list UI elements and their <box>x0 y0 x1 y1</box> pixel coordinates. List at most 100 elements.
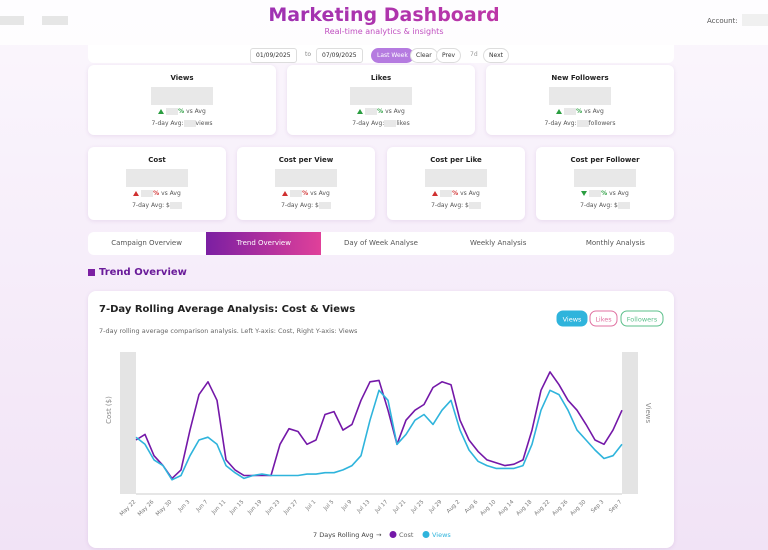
x-tick-label: Jul 29 <box>428 499 444 515</box>
placeholder <box>166 108 179 115</box>
legend-arrow: → <box>376 531 382 539</box>
metric-card: Views % vs Avg 7-day Avg: views <box>88 65 276 135</box>
avg-label: 7-day Avg: $ <box>132 202 170 209</box>
value-placeholder <box>126 169 188 187</box>
x-tick-label: Jul 17 <box>374 499 390 515</box>
pct: % <box>377 108 384 115</box>
x-tick-label: Jun 27 <box>282 499 300 517</box>
placeholder <box>617 202 630 209</box>
y-axis-label: Cost ($) <box>105 396 113 424</box>
account-label: Account: <box>707 17 738 25</box>
next-button[interactable]: Next <box>483 48 509 63</box>
x-tick-label: Aug 18 <box>515 499 533 517</box>
legend-marker <box>389 531 397 538</box>
placeholder <box>183 120 196 127</box>
x-tick-label: Sep 7 <box>608 499 624 515</box>
arrow <box>357 109 364 114</box>
pct: % <box>452 190 459 197</box>
pct: % <box>178 108 185 115</box>
arrow <box>581 191 588 196</box>
x-tick-label: May 30 <box>155 499 174 518</box>
tab[interactable]: Trend Overview <box>206 232 322 255</box>
arrow <box>133 191 140 196</box>
legend-label: Cost <box>399 531 414 539</box>
placeholder <box>169 202 182 209</box>
x-tick-label: Jul 1 <box>304 499 317 512</box>
toggle-button[interactable] <box>589 310 618 327</box>
date-input[interactable]: 07/09/2025 <box>316 48 363 63</box>
avg-label: 7-day Avg: <box>151 120 184 127</box>
y2-axis-label: Views <box>644 403 652 424</box>
tab[interactable]: Weekly Analysis <box>470 239 527 247</box>
placeholder <box>42 16 68 25</box>
avg-unit: followers <box>588 120 616 127</box>
subtitle: Real-time analytics & insights <box>324 27 444 36</box>
days-label: 7d <box>470 51 478 58</box>
avg-unit: views <box>195 120 213 127</box>
placeholder <box>576 120 589 127</box>
last-week-button[interactable]: Last Week <box>371 48 414 63</box>
x-tick-label: Jul 13 <box>356 499 372 515</box>
x-tick-label: Aug 22 <box>533 499 551 517</box>
metric-card: New Followers % vs Avg 7-day Avg: followe… <box>486 65 674 135</box>
value-placeholder <box>350 87 412 105</box>
tab[interactable]: Campaign Overview <box>111 239 182 247</box>
toggle-button[interactable] <box>620 310 664 327</box>
vs-avg: vs Avg <box>385 108 405 115</box>
avg-label: 7-day Avg: <box>544 120 577 127</box>
legend-marker <box>422 531 430 538</box>
x-tick-label: Sep 3 <box>590 499 606 515</box>
vs-avg: vs Avg <box>161 190 181 197</box>
avg-label: 7-day Avg: $ <box>281 202 319 209</box>
x-tick-label: Jul 21 <box>392 499 408 515</box>
placeholder <box>384 120 397 127</box>
x-tick-label: Jul 9 <box>340 499 354 513</box>
x-tick-label: May 26 <box>137 499 156 518</box>
x-tick-label: Jun 11 <box>210 499 227 516</box>
line-series <box>135 371 623 480</box>
cost-card: Cost per View % vs Avg 7-day Avg: $ <box>237 147 375 220</box>
y2-axis-bar <box>622 352 638 494</box>
x-tick-label: Jun 19 <box>246 499 264 517</box>
toggle-label: Followers <box>627 316 658 324</box>
placeholder <box>141 190 154 197</box>
x-tick-label: Jun 15 <box>228 499 246 517</box>
toggle-button[interactable] <box>556 310 588 327</box>
placeholder <box>440 190 453 197</box>
vs-avg: vs Avg <box>460 190 480 197</box>
pct: % <box>302 190 309 197</box>
cost-card: Cost per Like % vs Avg 7-day Avg: $ <box>387 147 525 220</box>
cost-card: Cost per Follower % vs Avg 7-day Avg: $ <box>536 147 674 220</box>
placeholder <box>365 108 378 115</box>
section-icon <box>88 269 95 276</box>
x-tick-label: Jul 5 <box>322 499 336 513</box>
arrow <box>158 109 165 114</box>
avg-unit: likes <box>396 120 410 127</box>
y-axis-bar <box>120 352 136 494</box>
x-tick-label: Jun 3 <box>177 499 192 514</box>
separator: to <box>305 51 312 58</box>
prev-button[interactable]: Prev <box>436 48 462 63</box>
arrow <box>282 191 289 196</box>
arrow <box>556 109 563 114</box>
tab[interactable]: Monthly Analysis <box>585 239 645 247</box>
x-tick-label: Aug 2 <box>446 499 462 515</box>
clear-button[interactable]: Clear <box>410 48 438 63</box>
card-title: New Followers <box>551 74 609 82</box>
x-tick-label: Aug 26 <box>551 499 569 517</box>
avg-label: 7-day Avg: <box>352 120 385 127</box>
toggle-label: Views <box>563 316 582 324</box>
legend-title: 7 Days Rolling Avg <box>313 531 373 539</box>
date-input[interactable]: 01/09/2025 <box>250 48 297 63</box>
vs-avg: vs Avg <box>584 108 604 115</box>
line-series <box>135 389 623 481</box>
toggle-label: Likes <box>595 316 612 324</box>
card-title: Cost <box>148 156 166 164</box>
value-placeholder <box>574 169 636 187</box>
cost-card: Cost % vs Avg 7-day Avg: $ <box>88 147 226 220</box>
chart-card <box>88 291 674 548</box>
vs-avg: vs Avg <box>186 108 206 115</box>
x-tick-label: Aug 6 <box>464 499 480 515</box>
tab[interactable]: Day of Week Analyse <box>343 239 418 247</box>
card-title: Likes <box>370 74 392 82</box>
